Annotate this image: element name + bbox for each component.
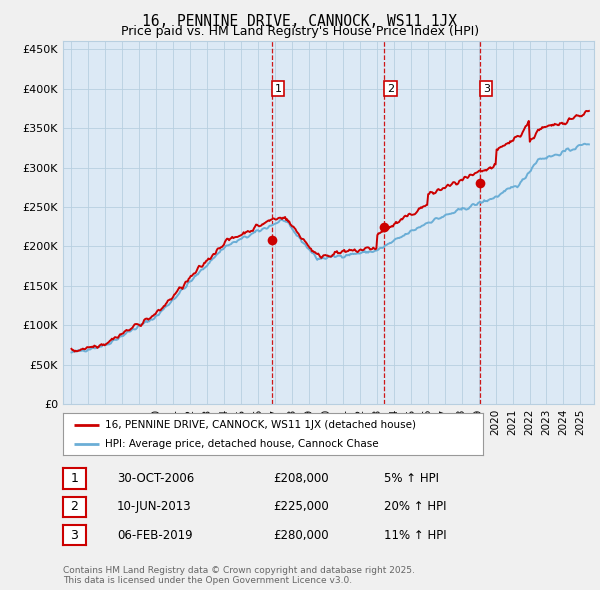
Text: £225,000: £225,000 — [273, 500, 329, 513]
Text: Contains HM Land Registry data © Crown copyright and database right 2025.
This d: Contains HM Land Registry data © Crown c… — [63, 566, 415, 585]
Text: Price paid vs. HM Land Registry's House Price Index (HPI): Price paid vs. HM Land Registry's House … — [121, 25, 479, 38]
Text: 20% ↑ HPI: 20% ↑ HPI — [384, 500, 446, 513]
Text: 1: 1 — [275, 84, 282, 94]
Text: HPI: Average price, detached house, Cannock Chase: HPI: Average price, detached house, Cann… — [105, 438, 379, 448]
Text: 30-OCT-2006: 30-OCT-2006 — [117, 472, 194, 485]
Text: 3: 3 — [70, 529, 79, 542]
Text: 10-JUN-2013: 10-JUN-2013 — [117, 500, 191, 513]
Text: £208,000: £208,000 — [273, 472, 329, 485]
Text: 5% ↑ HPI: 5% ↑ HPI — [384, 472, 439, 485]
Text: 11% ↑ HPI: 11% ↑ HPI — [384, 529, 446, 542]
Text: 2: 2 — [70, 500, 79, 513]
Text: 16, PENNINE DRIVE, CANNOCK, WS11 1JX: 16, PENNINE DRIVE, CANNOCK, WS11 1JX — [143, 14, 458, 28]
Text: 2: 2 — [387, 84, 394, 94]
Text: 3: 3 — [483, 84, 490, 94]
Text: £280,000: £280,000 — [273, 529, 329, 542]
Text: 06-FEB-2019: 06-FEB-2019 — [117, 529, 193, 542]
Text: 1: 1 — [70, 472, 79, 485]
Text: 16, PENNINE DRIVE, CANNOCK, WS11 1JX (detached house): 16, PENNINE DRIVE, CANNOCK, WS11 1JX (de… — [105, 420, 416, 430]
